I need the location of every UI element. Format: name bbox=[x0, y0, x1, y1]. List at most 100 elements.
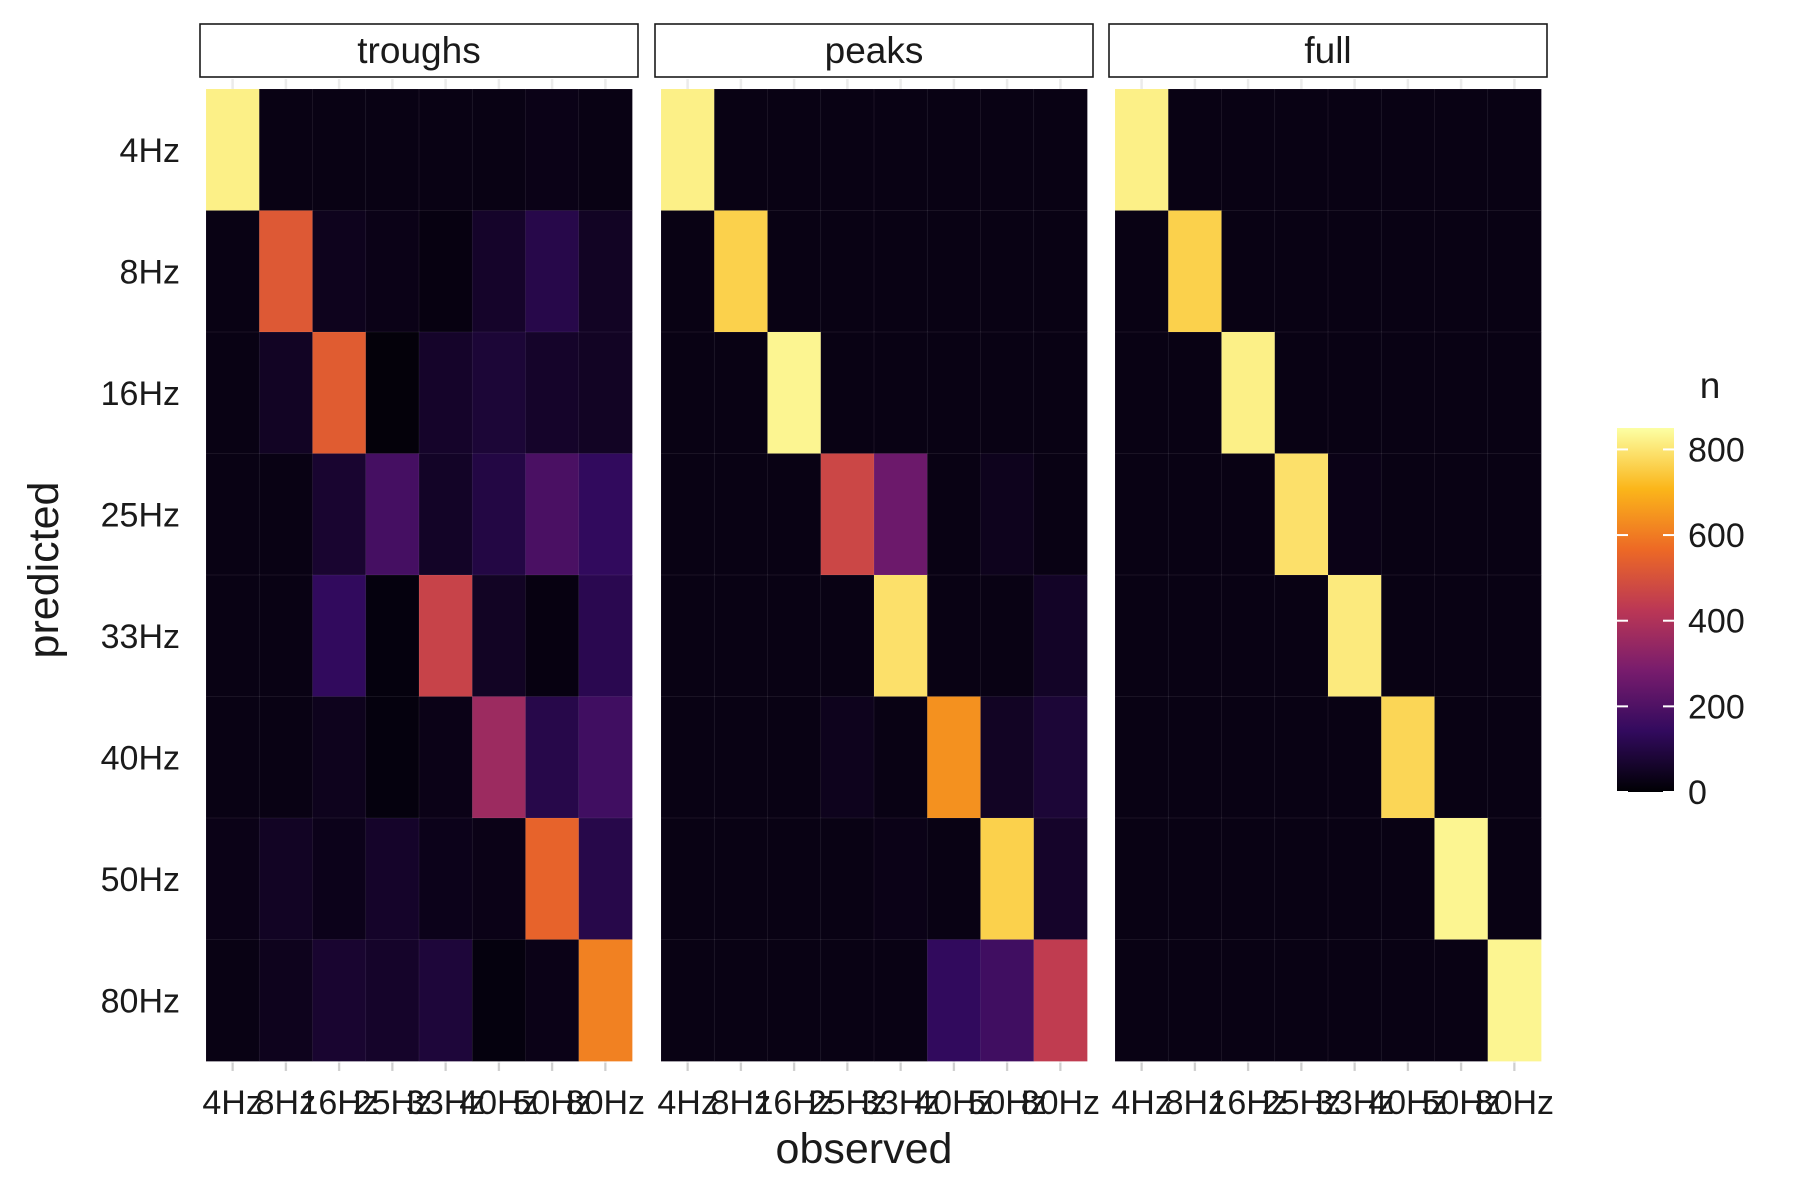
heatmap-cell bbox=[418, 88, 473, 212]
color-legend: n 0 200 400 600 800 bbox=[1617, 365, 1745, 812]
heatmap-cell bbox=[1167, 453, 1223, 576]
heatmap-cell bbox=[660, 939, 715, 1062]
heatmap-cell bbox=[767, 939, 822, 1062]
heatmap-cell bbox=[205, 331, 260, 455]
heatmap-cell bbox=[713, 210, 769, 333]
heatmap-cell bbox=[1167, 331, 1223, 455]
heatmap-cell bbox=[1487, 696, 1542, 819]
heatmap-cell bbox=[926, 817, 982, 941]
x-tick-label: 33Hz bbox=[1315, 1084, 1394, 1122]
y-tick-label: 4Hz bbox=[120, 132, 180, 170]
heatmap-cell bbox=[205, 696, 260, 819]
heatmap-cell bbox=[820, 88, 875, 212]
heatmap-cell bbox=[365, 939, 420, 1062]
x-tick-label: 4Hz bbox=[202, 1084, 262, 1122]
heatmap-cell bbox=[471, 817, 527, 941]
heatmap-cell bbox=[1274, 696, 1329, 819]
heatmap-cell bbox=[1487, 453, 1542, 576]
heatmap-cell bbox=[1434, 88, 1489, 212]
heatmap-cell bbox=[1327, 574, 1382, 698]
heatmap-cell bbox=[312, 817, 367, 941]
heatmap-cell bbox=[1434, 574, 1489, 698]
strip-label: troughs bbox=[357, 30, 480, 71]
legend-tick-label: 200 bbox=[1688, 688, 1745, 726]
heatmap-cell bbox=[258, 574, 314, 698]
heatmap-cell bbox=[1033, 210, 1088, 333]
heatmap-cell bbox=[1274, 331, 1329, 455]
heatmap-cell bbox=[312, 88, 367, 212]
legend-tick-label: 0 bbox=[1688, 774, 1707, 812]
y-tick-label: 33Hz bbox=[101, 618, 180, 656]
heatmap-cell bbox=[1487, 939, 1542, 1062]
y-axis: 4Hz 8Hz 16Hz 25Hz 33Hz 40Hz 50Hz 80Hz bbox=[101, 132, 180, 1021]
heatmap-cell bbox=[365, 210, 420, 333]
heatmap-cell bbox=[926, 331, 982, 455]
x-tick-label: 16Hz bbox=[299, 1084, 378, 1122]
heatmap-cell bbox=[1380, 88, 1436, 212]
x-tick-label: 4Hz bbox=[1111, 1084, 1171, 1122]
x-tick-label: 50Hz bbox=[512, 1084, 591, 1122]
heatmap-cell bbox=[767, 210, 822, 333]
strip-box bbox=[1108, 23, 1548, 78]
heatmap-cell bbox=[1434, 331, 1489, 455]
heatmap-cell bbox=[713, 939, 769, 1062]
heatmap-cell bbox=[525, 210, 580, 333]
y-tick-label: 16Hz bbox=[101, 375, 180, 413]
legend-tick-label: 400 bbox=[1688, 603, 1745, 641]
heatmap-cell bbox=[1114, 817, 1169, 941]
heatmap-cell bbox=[205, 453, 260, 576]
heatmap-cell bbox=[1274, 817, 1329, 941]
x-tick-label: 8Hz bbox=[711, 1084, 771, 1122]
y-tick-label: 8Hz bbox=[120, 253, 180, 291]
heatmap-cell bbox=[713, 331, 769, 455]
heatmap-cell bbox=[1221, 331, 1276, 455]
heatmap-cell bbox=[820, 817, 875, 941]
heatmap-cell bbox=[1221, 88, 1276, 212]
heatmap-cell bbox=[365, 331, 420, 455]
heatmap-cell bbox=[578, 574, 633, 698]
heatmap-cell bbox=[1380, 939, 1436, 1062]
x-tick-label: 50Hz bbox=[967, 1084, 1046, 1122]
heatmap-cell bbox=[365, 453, 420, 576]
heatmap-cell bbox=[1167, 88, 1223, 212]
heatmap-cell bbox=[1167, 210, 1223, 333]
x-tick-label: 33Hz bbox=[861, 1084, 940, 1122]
heatmap-cell bbox=[471, 331, 527, 455]
heatmap-cell bbox=[820, 574, 875, 698]
heatmap-cell bbox=[578, 331, 633, 455]
strip-box bbox=[199, 23, 639, 78]
x-tick-label: 40Hz bbox=[914, 1084, 993, 1122]
heatmap-cell bbox=[767, 331, 822, 455]
heatmap-cell bbox=[1487, 88, 1542, 212]
heatmap-cell bbox=[1033, 574, 1088, 698]
heatmap-cell bbox=[820, 331, 875, 455]
heatmap-cell bbox=[926, 939, 982, 1062]
x-tick-label: 80Hz bbox=[1475, 1084, 1554, 1122]
legend-tick-label: 600 bbox=[1688, 517, 1745, 555]
x-tick-label: 8Hz bbox=[1165, 1084, 1225, 1122]
heatmap-cell bbox=[713, 453, 769, 576]
heatmap-cell bbox=[1434, 817, 1489, 941]
heatmap-cell bbox=[258, 210, 314, 333]
legend-tick-label: 800 bbox=[1688, 431, 1745, 469]
heatmap-cell bbox=[312, 939, 367, 1062]
x-tick-label: 8Hz bbox=[256, 1084, 316, 1122]
heatmap-cell bbox=[660, 210, 715, 333]
heatmap-cell bbox=[471, 453, 527, 576]
heatmap-cell bbox=[205, 88, 260, 212]
heatmap-cell bbox=[205, 210, 260, 333]
heatmap-cell bbox=[980, 331, 1035, 455]
x-tick-label: 33Hz bbox=[406, 1084, 485, 1122]
heatmap-cell bbox=[1327, 817, 1382, 941]
heatmap-cell bbox=[1274, 210, 1329, 333]
x-axis-title: observed bbox=[776, 1125, 953, 1173]
heatmap-cell bbox=[1033, 939, 1088, 1062]
legend-title: n bbox=[1700, 365, 1721, 406]
heatmap-cell bbox=[578, 696, 633, 819]
heatmap-cell bbox=[365, 574, 420, 698]
heatmap-cell bbox=[1114, 696, 1169, 819]
heatmap-cell bbox=[258, 696, 314, 819]
heatmap-cell bbox=[660, 817, 715, 941]
